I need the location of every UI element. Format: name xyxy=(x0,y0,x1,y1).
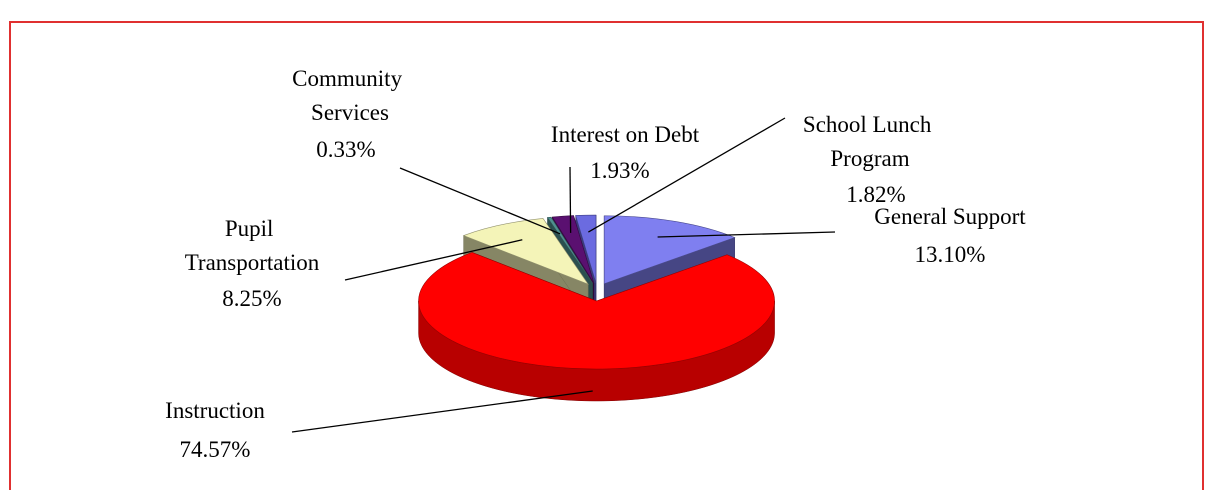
leader-line xyxy=(344,239,523,281)
leader-line xyxy=(569,166,572,233)
leader-line xyxy=(588,117,786,233)
value-label: 74.57% xyxy=(180,437,251,462)
slice-top xyxy=(575,214,597,284)
value-label: 13.10% xyxy=(915,242,986,267)
value-label: 8.25% xyxy=(222,286,281,311)
leader-line xyxy=(657,231,836,238)
value-label: 1.93% xyxy=(590,158,649,183)
slice-top xyxy=(551,215,595,284)
slice-top xyxy=(462,218,589,285)
value-label: 0.33% xyxy=(316,137,375,162)
slice-label: Pupil Transportation xyxy=(185,216,320,275)
slice xyxy=(418,252,775,402)
slice-label: Interest on Debt xyxy=(551,122,700,147)
slice-label: Instruction xyxy=(165,398,265,423)
leader-line xyxy=(291,390,593,433)
slice-top xyxy=(418,252,775,370)
slice-label: General Support xyxy=(874,204,1026,229)
slice-label: Community Services xyxy=(292,66,408,125)
slice-label: School Lunch Program xyxy=(803,112,937,171)
leader-line xyxy=(399,167,561,235)
value-label: 1.82% xyxy=(846,182,905,207)
